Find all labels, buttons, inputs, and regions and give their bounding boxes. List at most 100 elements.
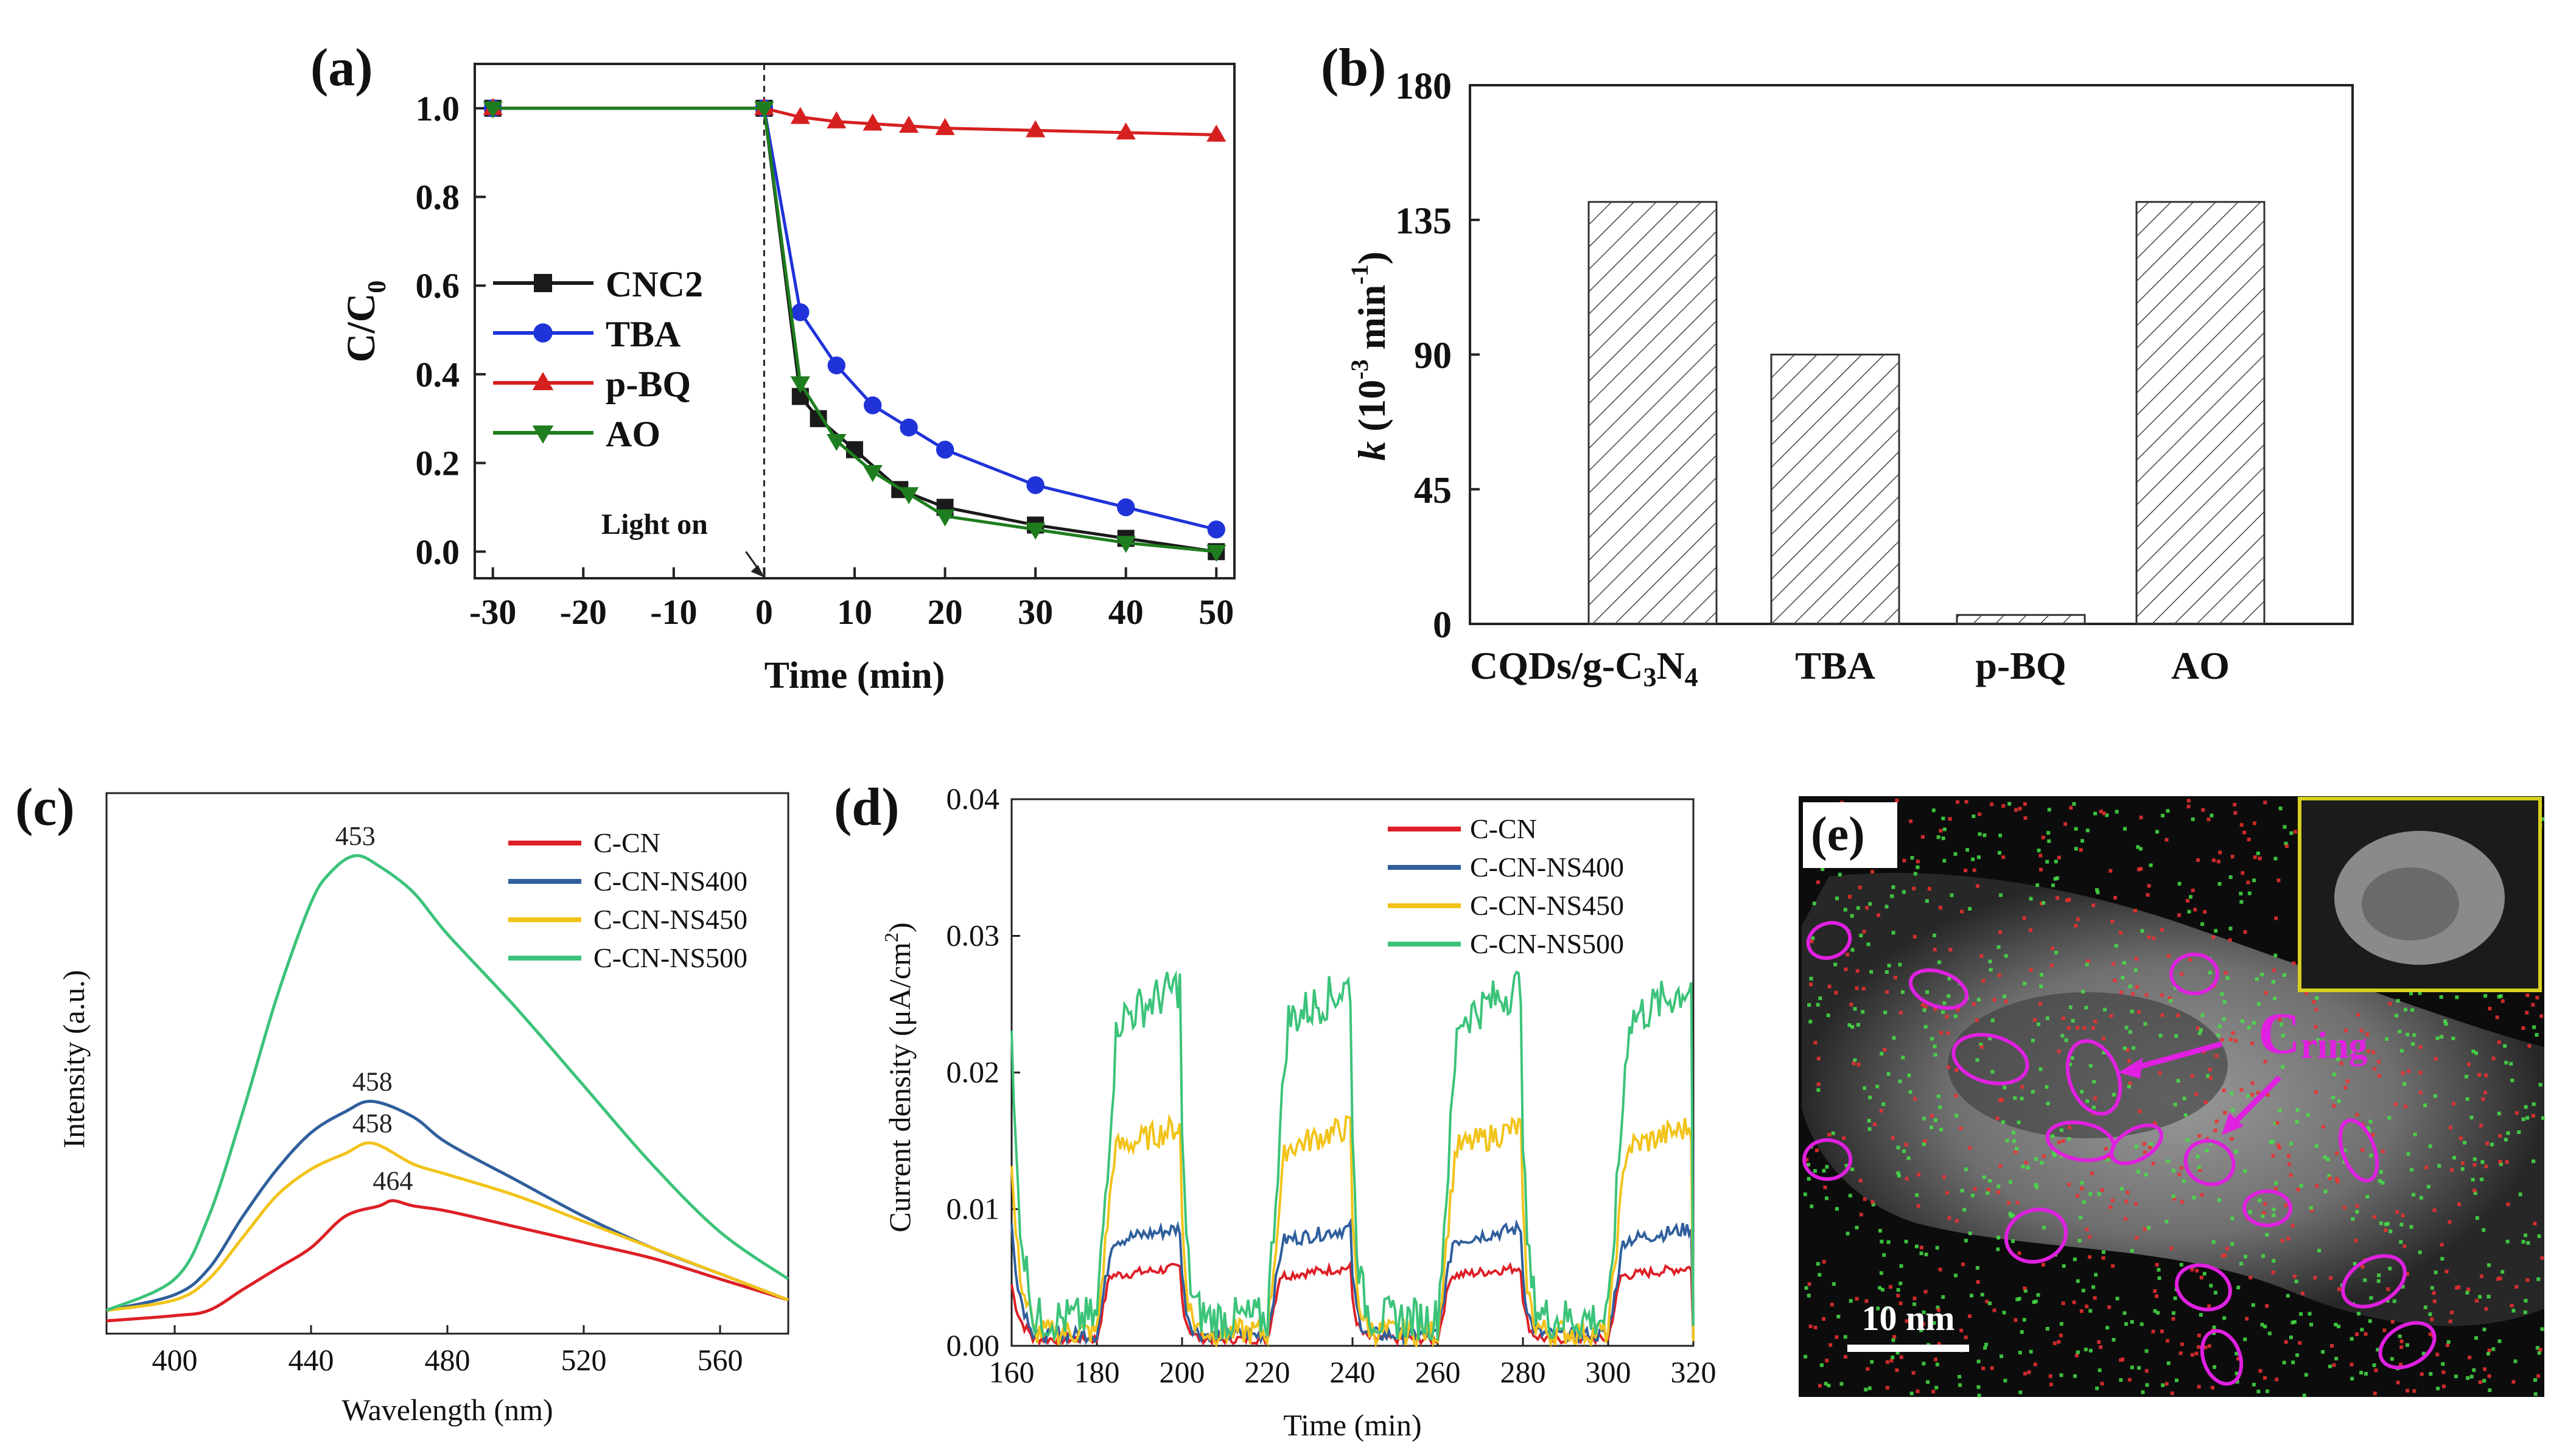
map-dot [2021, 1164, 2025, 1169]
map-dot [2506, 1131, 2510, 1135]
map-dot [2143, 1227, 2147, 1231]
map-dot [2231, 1108, 2235, 1112]
map-dot [2359, 1371, 2364, 1375]
map-dot [2429, 1372, 2433, 1376]
c-ring-marker [2175, 1263, 2232, 1312]
map-dot [2242, 830, 2247, 835]
map-dot [2321, 1125, 2325, 1129]
map-dot [2032, 1018, 2037, 1022]
map-dot [1867, 1127, 1872, 1131]
map-dot [2148, 1146, 2152, 1150]
map-dot [2455, 995, 2459, 999]
map-dot [2315, 1184, 2319, 1188]
map-dot [2465, 1097, 2469, 1101]
map-dot [1877, 913, 1881, 917]
map-dot [2445, 1343, 2449, 1347]
map-dot [1807, 1282, 1811, 1286]
map-dot [2246, 880, 2250, 884]
map-dot [1848, 895, 1852, 899]
map-dot [2197, 1333, 2201, 1337]
map-dot [2271, 1270, 2275, 1275]
map-dot [2202, 1049, 2206, 1054]
map-dot [2178, 1351, 2183, 1356]
map-dot [2367, 1129, 2371, 1133]
map-dot [2272, 968, 2276, 973]
micrograph-dark-core [1948, 992, 2228, 1138]
y-tick-label: 0.4 [416, 355, 460, 394]
map-dot [2336, 1179, 2340, 1183]
map-dot [1895, 1351, 1900, 1355]
map-dot [2190, 1353, 2194, 1357]
map-dot [2535, 1033, 2539, 1037]
map-dot [2122, 1311, 2127, 1315]
map-dot [2465, 1290, 2469, 1295]
map-dot [1850, 1025, 1855, 1029]
map-dot [2401, 1214, 2405, 1218]
map-dot [2313, 1276, 2317, 1280]
data-point [1026, 522, 1046, 540]
map-dot [2205, 1137, 2210, 1141]
map-dot [2273, 856, 2278, 861]
map-dot [2029, 968, 2033, 972]
map-dot [1958, 1374, 1962, 1379]
map-dot [1813, 1325, 1818, 1329]
map-dot [1896, 1293, 1900, 1298]
map-dot [2013, 1096, 2017, 1100]
map-dot [1932, 1321, 1936, 1325]
map-dot [2271, 1153, 2275, 1158]
map-dot [2090, 1171, 2094, 1175]
map-dot [1855, 986, 1859, 990]
map-dot [2342, 1160, 2346, 1164]
map-dot [2093, 1296, 2097, 1300]
map-dot [2222, 999, 2227, 1004]
map-dot [2228, 938, 2232, 942]
map-dot [2039, 867, 2043, 872]
map-dot [2056, 896, 2060, 900]
map-dot [2124, 1322, 2128, 1326]
map-dot [2214, 1054, 2219, 1058]
map-dot [1939, 1127, 1944, 1132]
map-dot [1910, 856, 1914, 860]
map-dot [1809, 976, 1813, 981]
map-dot [1859, 1213, 1863, 1217]
map-dot [2514, 1111, 2519, 1115]
map-dot [2171, 1317, 2175, 1321]
map-dot [2018, 1351, 2022, 1355]
map-dot [2199, 1275, 2203, 1279]
scale-bar-label: 10 nm [1861, 1298, 1954, 1338]
map-dot [1930, 1037, 1934, 1041]
map-dot [2197, 1031, 2202, 1035]
map-dot [2332, 1073, 2336, 1077]
map-dot [1938, 1105, 1942, 1109]
map-dot [2052, 1341, 2057, 1345]
map-dot [1879, 1271, 1883, 1275]
map-dot [2484, 1073, 2488, 1077]
series-tba [484, 99, 1225, 539]
map-dot [1818, 1273, 1822, 1277]
map-dot [1807, 1163, 1811, 1167]
map-dot [2065, 898, 2070, 903]
panel-b-bars [1587, 201, 2266, 625]
c-ring-arrowhead-2 [2222, 1113, 2244, 1135]
map-dot [2149, 1142, 2154, 1146]
map-dot [2200, 1013, 2205, 1017]
data-point [936, 441, 954, 459]
map-dot [2339, 1061, 2343, 1065]
map-dot [2020, 1096, 2024, 1101]
map-dot [2388, 1267, 2392, 1271]
map-dot [2343, 1085, 2348, 1090]
map-dot [2197, 1134, 2202, 1138]
map-dot [1954, 1113, 1959, 1118]
map-dot [2193, 908, 2197, 912]
map-dot [2112, 1093, 2116, 1097]
map-dot [2314, 1144, 2318, 1148]
map-dot [2487, 1263, 2491, 1267]
map-dot [2461, 1161, 2465, 1166]
map-dot [2182, 1096, 2186, 1101]
map-dot [2395, 1013, 2399, 1018]
map-dot [2153, 1289, 2157, 1293]
map-dot [2177, 881, 2182, 886]
map-dot [2054, 950, 2059, 954]
x-tick-label: 480 [425, 1343, 471, 1377]
map-dot [2467, 1062, 2471, 1066]
